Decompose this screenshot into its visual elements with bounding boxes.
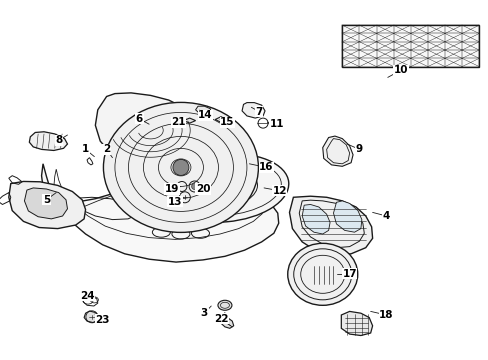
Polygon shape	[242, 103, 264, 118]
Circle shape	[173, 159, 188, 175]
Text: 7: 7	[255, 107, 263, 117]
Polygon shape	[341, 311, 372, 336]
Text: 3: 3	[201, 308, 207, 318]
Text: 9: 9	[355, 144, 362, 154]
Text: 24: 24	[80, 291, 94, 301]
Text: 11: 11	[269, 119, 284, 129]
Circle shape	[191, 184, 197, 189]
Polygon shape	[9, 181, 85, 229]
Text: 6: 6	[136, 114, 142, 124]
Polygon shape	[322, 136, 352, 166]
Text: 21: 21	[171, 117, 185, 127]
Text: 19: 19	[164, 184, 179, 194]
Polygon shape	[289, 196, 372, 256]
Polygon shape	[41, 164, 278, 262]
Circle shape	[209, 181, 223, 195]
Text: 20: 20	[195, 184, 210, 194]
Text: 2: 2	[103, 144, 110, 154]
Polygon shape	[183, 118, 195, 123]
Text: 12: 12	[272, 186, 286, 196]
Text: 23: 23	[95, 315, 110, 325]
Text: 4: 4	[382, 211, 389, 221]
Text: 17: 17	[342, 269, 356, 279]
Text: 15: 15	[220, 117, 234, 127]
Polygon shape	[333, 201, 361, 232]
Ellipse shape	[287, 243, 357, 305]
Ellipse shape	[103, 102, 258, 233]
Polygon shape	[29, 132, 67, 150]
Text: 22: 22	[214, 314, 228, 324]
Polygon shape	[24, 188, 67, 219]
Ellipse shape	[218, 300, 231, 310]
Text: 13: 13	[167, 197, 182, 207]
Text: 5: 5	[43, 195, 50, 205]
Ellipse shape	[159, 154, 288, 222]
Polygon shape	[95, 93, 203, 166]
Polygon shape	[342, 25, 478, 67]
Text: 18: 18	[378, 310, 393, 320]
Polygon shape	[195, 106, 211, 115]
Polygon shape	[219, 316, 233, 328]
Polygon shape	[302, 204, 329, 234]
Polygon shape	[215, 117, 225, 122]
Text: 10: 10	[393, 65, 407, 75]
Text: 16: 16	[259, 162, 273, 172]
Polygon shape	[84, 311, 99, 323]
Text: 1: 1	[82, 144, 89, 154]
Text: 14: 14	[198, 110, 212, 120]
Text: 8: 8	[55, 135, 62, 145]
